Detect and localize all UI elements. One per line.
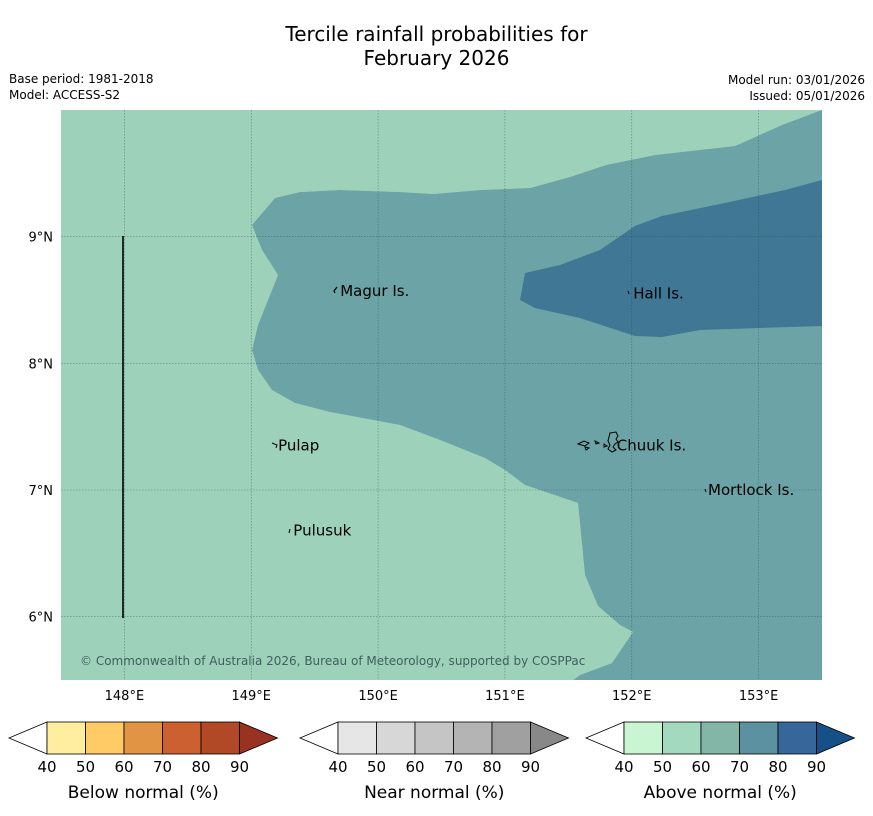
- colorbar-swatch: [491, 721, 531, 755]
- mortlock-shape: [704, 488, 707, 493]
- colorbar-tick-label: 70: [153, 758, 172, 776]
- model-name: Model: ACCESS-S2: [9, 88, 121, 102]
- lon-tick-label: 151°E: [485, 689, 525, 704]
- lat-tick-label: 7°N: [29, 484, 54, 499]
- place-label: Chuuk Is.: [617, 437, 686, 455]
- zone-50-60-top: [61, 110, 810, 680]
- colorbar-tick-label: 70: [444, 758, 463, 776]
- colorbar-tick-label: 50: [76, 758, 95, 776]
- colorbar-tick-label: 60: [114, 758, 133, 776]
- colorbar-under-triangle: [584, 721, 625, 755]
- colorbar-under-triangle: [298, 721, 339, 755]
- colorbar-swatch: [739, 721, 779, 755]
- colorbar-tick-label: 60: [405, 758, 424, 776]
- colorbar-tick-label: 40: [37, 758, 56, 776]
- lon-tick-label: 148°E: [105, 689, 145, 704]
- colorbar-tick-label: 40: [614, 758, 633, 776]
- colorbar-swatch: [376, 721, 416, 755]
- place-label: Pulusuk: [293, 522, 351, 540]
- magur-islands-shape: [333, 286, 338, 294]
- pulap-shape: [271, 442, 278, 449]
- colorbar-tick-label: 50: [367, 758, 386, 776]
- lat-tick-label: 6°N: [29, 611, 54, 626]
- copyright-notice: © Commonwealth of Australia 2026, Bureau…: [80, 654, 585, 668]
- map-title: Tercile rainfall probabilities for Febru…: [0, 22, 873, 70]
- colorbar-swatch: [200, 721, 240, 755]
- colorbar-swatch: [700, 721, 740, 755]
- colorbar-tick-label: 70: [730, 758, 749, 776]
- title-line-2: February 2026: [363, 46, 510, 70]
- colorbar-swatch: [623, 721, 663, 755]
- title-line-1: Tercile rainfall probabilities for: [285, 22, 588, 46]
- colorbar-label: Above normal (%): [644, 783, 797, 803]
- lat-tick-label: 8°N: [29, 357, 54, 372]
- meta-right: Model run: 03/01/2026 Issued: 05/01/2026: [728, 72, 865, 104]
- hall-islands-shape: [627, 290, 630, 295]
- colorbar-tick-label: 50: [653, 758, 672, 776]
- colorbar-swatch: [453, 721, 493, 755]
- colorbar-tick-label: 90: [807, 758, 826, 776]
- colorbar-swatch: [85, 721, 125, 755]
- colorbar-over-triangle: [239, 721, 279, 755]
- model-run: Model run: 03/01/2026: [727, 73, 865, 87]
- colorbar-swatch: [337, 721, 377, 755]
- place-labels: Magur Is. Hall Is. Pulap Chuuk Is. Mortlock …: [278, 282, 794, 539]
- colorbar-tick-label: 80: [191, 758, 210, 776]
- pulusuk-shape: [288, 528, 291, 534]
- latitude-tick-labels: 9°N 8°N 7°N 6°N: [29, 231, 54, 626]
- place-label: Pulap: [278, 437, 319, 455]
- lon-tick-label: 153°E: [739, 689, 779, 704]
- colorbar-legends: 40 50 60 70 80 90 Below normal (%) 40 50 60 70 80 90…: [7, 721, 856, 803]
- colorbar-swatch: [123, 721, 163, 755]
- place-label: Hall Is.: [633, 285, 684, 303]
- colorbar-tick-label: 80: [768, 758, 787, 776]
- zone-80-90: [520, 180, 822, 337]
- colorbar-tick-label: 40: [328, 758, 347, 776]
- colorbar-swatch: [162, 721, 202, 755]
- issued-date: Issued: 05/01/2026: [749, 89, 865, 103]
- colorbar-over-triangle: [816, 721, 856, 755]
- lon-tick-label: 149°E: [231, 689, 271, 704]
- meta-left: Base period: 1981-2018 Model: ACCESS-S2: [9, 71, 154, 103]
- colorbar-tick-label: 90: [230, 758, 249, 776]
- colorbar-swatch: [46, 721, 86, 755]
- colorbar-swatch: [414, 721, 454, 755]
- place-label: Magur Is.: [340, 282, 409, 300]
- base-period: Base period: 1981-2018: [9, 72, 154, 86]
- longitude-tick-labels: 148°E 149°E 150°E 151°E 152°E 153°E: [105, 689, 779, 704]
- colorbar-tick-label: 80: [482, 758, 501, 776]
- lon-tick-label: 152°E: [612, 689, 652, 704]
- colorbar-swatch: [777, 721, 817, 755]
- lat-tick-label: 9°N: [29, 231, 54, 246]
- colorbar-swatch: [662, 721, 702, 755]
- colorbar-over-triangle: [530, 721, 570, 755]
- colorbar-tick-label: 60: [691, 758, 710, 776]
- chuuk-islands-shape: [576, 431, 619, 453]
- graticule: [61, 110, 822, 680]
- colorbar-label: Near normal (%): [364, 783, 504, 803]
- colorbar-0: 40 50 60 70 80 90 Below normal (%): [7, 721, 279, 803]
- lon-tick-label: 150°E: [358, 689, 398, 704]
- colorbar-1: 40 50 60 70 80 90 Near normal (%): [298, 721, 570, 803]
- colorbar-label: Below normal (%): [68, 783, 219, 803]
- place-label: Mortlock Is.: [708, 481, 794, 499]
- colorbar-tick-label: 90: [521, 758, 540, 776]
- colorbar-under-triangle: [7, 721, 48, 755]
- colorbar-2: 40 50 60 70 80 90 Above normal (%): [584, 721, 856, 803]
